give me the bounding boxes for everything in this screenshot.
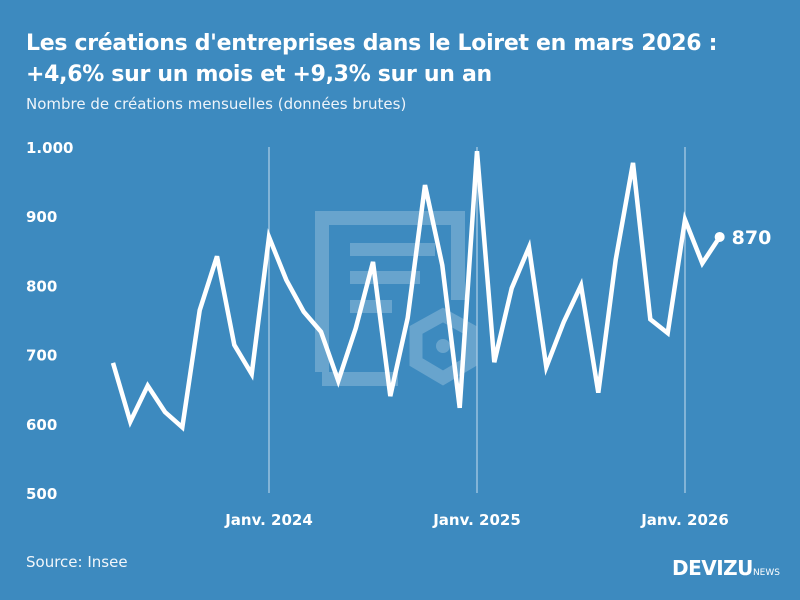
chart-subtitle: Nombre de créations mensuelles (données … bbox=[26, 95, 407, 113]
series-line bbox=[110, 151, 722, 432]
last-point-marker bbox=[714, 231, 725, 242]
devizu-logo: DEVIZUNEWS bbox=[672, 556, 780, 580]
title-line-1: Les créations d'entreprises dans le Loir… bbox=[26, 31, 718, 56]
logo-main: DEVIZU bbox=[672, 556, 753, 580]
x-tick-label: Janv. 2026 bbox=[640, 511, 729, 529]
y-tick-label: 1.000 bbox=[26, 139, 73, 157]
y-tick-label: 900 bbox=[26, 208, 57, 226]
y-tick-label: 700 bbox=[26, 347, 57, 365]
source-note: Source: Insee bbox=[26, 553, 128, 571]
last-value-label: 870 bbox=[732, 227, 772, 249]
y-tick-label: 800 bbox=[26, 277, 57, 295]
title-line-2: +4,6% sur un mois et +9,3% sur un an bbox=[26, 62, 492, 87]
y-tick-label: 500 bbox=[26, 485, 57, 503]
chart-title: Les créations d'entreprises dans le Loir… bbox=[26, 28, 717, 90]
x-tick-label: Janv. 2024 bbox=[224, 511, 313, 529]
x-tick-label: Janv. 2025 bbox=[432, 511, 521, 529]
logo-suffix: NEWS bbox=[752, 568, 780, 578]
y-tick-label: 600 bbox=[26, 416, 57, 434]
